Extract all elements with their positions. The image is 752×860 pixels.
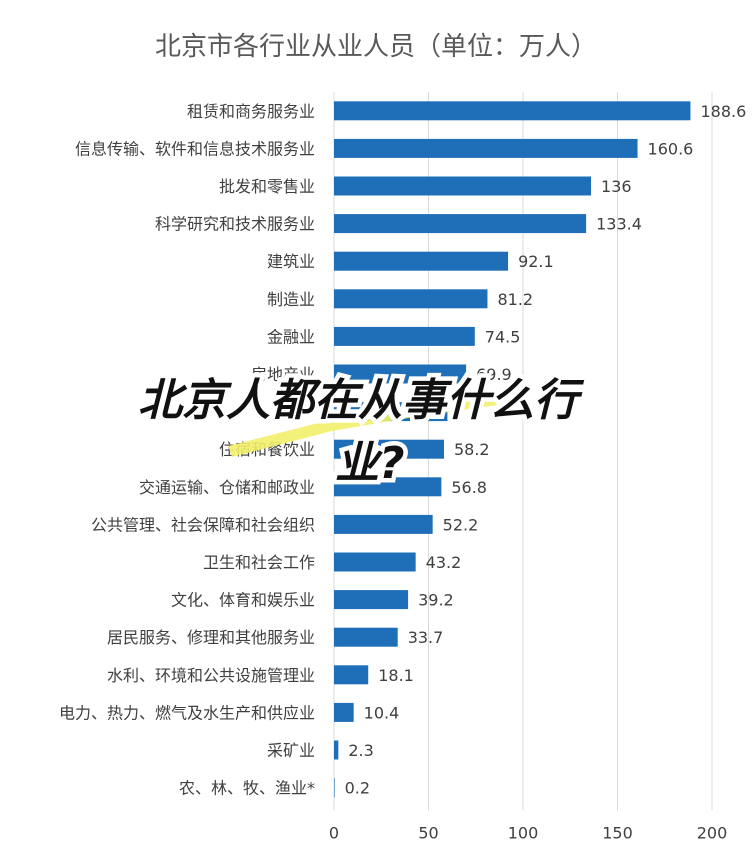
category-label: 房地产业 (251, 365, 315, 384)
gridlines (333, 92, 713, 811)
overlay-line-1: 北京人都在从事什么行 (138, 375, 585, 426)
category-label: 卫生和社会工作 (203, 553, 315, 572)
bar (334, 477, 442, 497)
value-label: 160.6 (648, 139, 694, 158)
category-label: 租赁和商务服务业 (187, 102, 315, 121)
value-label: 136 (601, 177, 632, 196)
category-labels: 租赁和商务服务业信息传输、软件和信息技术服务业批发和零售业科学研究和技术服务业建… (59, 102, 315, 798)
category-label: 科学研究和技术服务业 (155, 215, 315, 234)
bar (334, 326, 475, 346)
category-label: 建筑业 (267, 252, 315, 271)
overlay-banner: 北京人都在从事什么行 业? (134, 371, 590, 494)
overlay-line-2: 业? (335, 438, 405, 489)
x-tick-label: 150 (602, 823, 633, 842)
bar (334, 778, 335, 798)
bar (334, 101, 691, 121)
value-label: 133.4 (596, 215, 642, 234)
x-tick-label: 0 (329, 823, 339, 842)
bar (334, 514, 433, 534)
bar (334, 214, 587, 234)
category-label: 文化、体育和娱乐业 (171, 591, 315, 610)
bar (334, 702, 354, 722)
value-label: 10.4 (364, 703, 400, 722)
category-label: 采矿业 (267, 741, 315, 760)
bar (334, 552, 416, 572)
value-label: 69.9 (476, 365, 512, 384)
bar (334, 740, 339, 760)
category-label: 公共管理、社会保障和社会组织 (91, 515, 315, 534)
x-axis-ticks: 0 50 100 150 200 (329, 823, 727, 842)
bar (334, 138, 638, 158)
highlight-stroke (228, 393, 512, 457)
value-label: 2.3 (348, 741, 373, 760)
category-label: 信息传输、软件和信息技术服务业 (75, 139, 315, 158)
bar (334, 289, 488, 309)
value-label: 43.2 (426, 553, 462, 572)
x-tick-label: 100 (508, 823, 539, 842)
bars (334, 101, 691, 798)
value-labels: 188.6 160.6 136 133.4 92.1 81.2 74.5 69.9 58.2 56… (345, 102, 747, 798)
category-label: 居民服务、修理和其他服务业 (107, 628, 315, 647)
value-label: 33.7 (408, 628, 444, 647)
category-label: 制造业 (267, 290, 315, 309)
x-tick-label: 50 (418, 823, 438, 842)
value-label: 58.2 (454, 440, 490, 459)
category-label: 农、林、牧、渔业* (179, 779, 315, 798)
bar (334, 665, 369, 685)
bar (334, 627, 398, 647)
bar (334, 176, 592, 196)
value-label: 0.2 (345, 779, 370, 798)
value-label: 92.1 (518, 252, 554, 271)
value-label: 74.5 (485, 327, 521, 346)
value-label: 56.8 (451, 478, 487, 497)
category-label: 批发和零售业 (219, 177, 315, 196)
chart-title: 北京市各行业从业人员（单位：万人） (155, 32, 597, 62)
value-label: 18.1 (378, 666, 414, 685)
value-label: 39.2 (418, 591, 454, 610)
category-label: 水利、环境和公共设施管理业 (107, 666, 315, 685)
category-label: 交通运输、仓储和邮政业 (139, 478, 315, 497)
bar (334, 590, 409, 610)
bar (334, 364, 467, 384)
x-tick-label: 200 (697, 823, 728, 842)
value-label: 81.2 (497, 290, 533, 309)
bar (334, 439, 444, 459)
value-label: 188.6 (700, 102, 746, 121)
category-label: 金融业 (267, 327, 315, 346)
category-label: 电力、热力、燃气及水生产和供应业 (59, 703, 315, 722)
bar (334, 251, 509, 271)
value-label: 52.2 (443, 515, 479, 534)
